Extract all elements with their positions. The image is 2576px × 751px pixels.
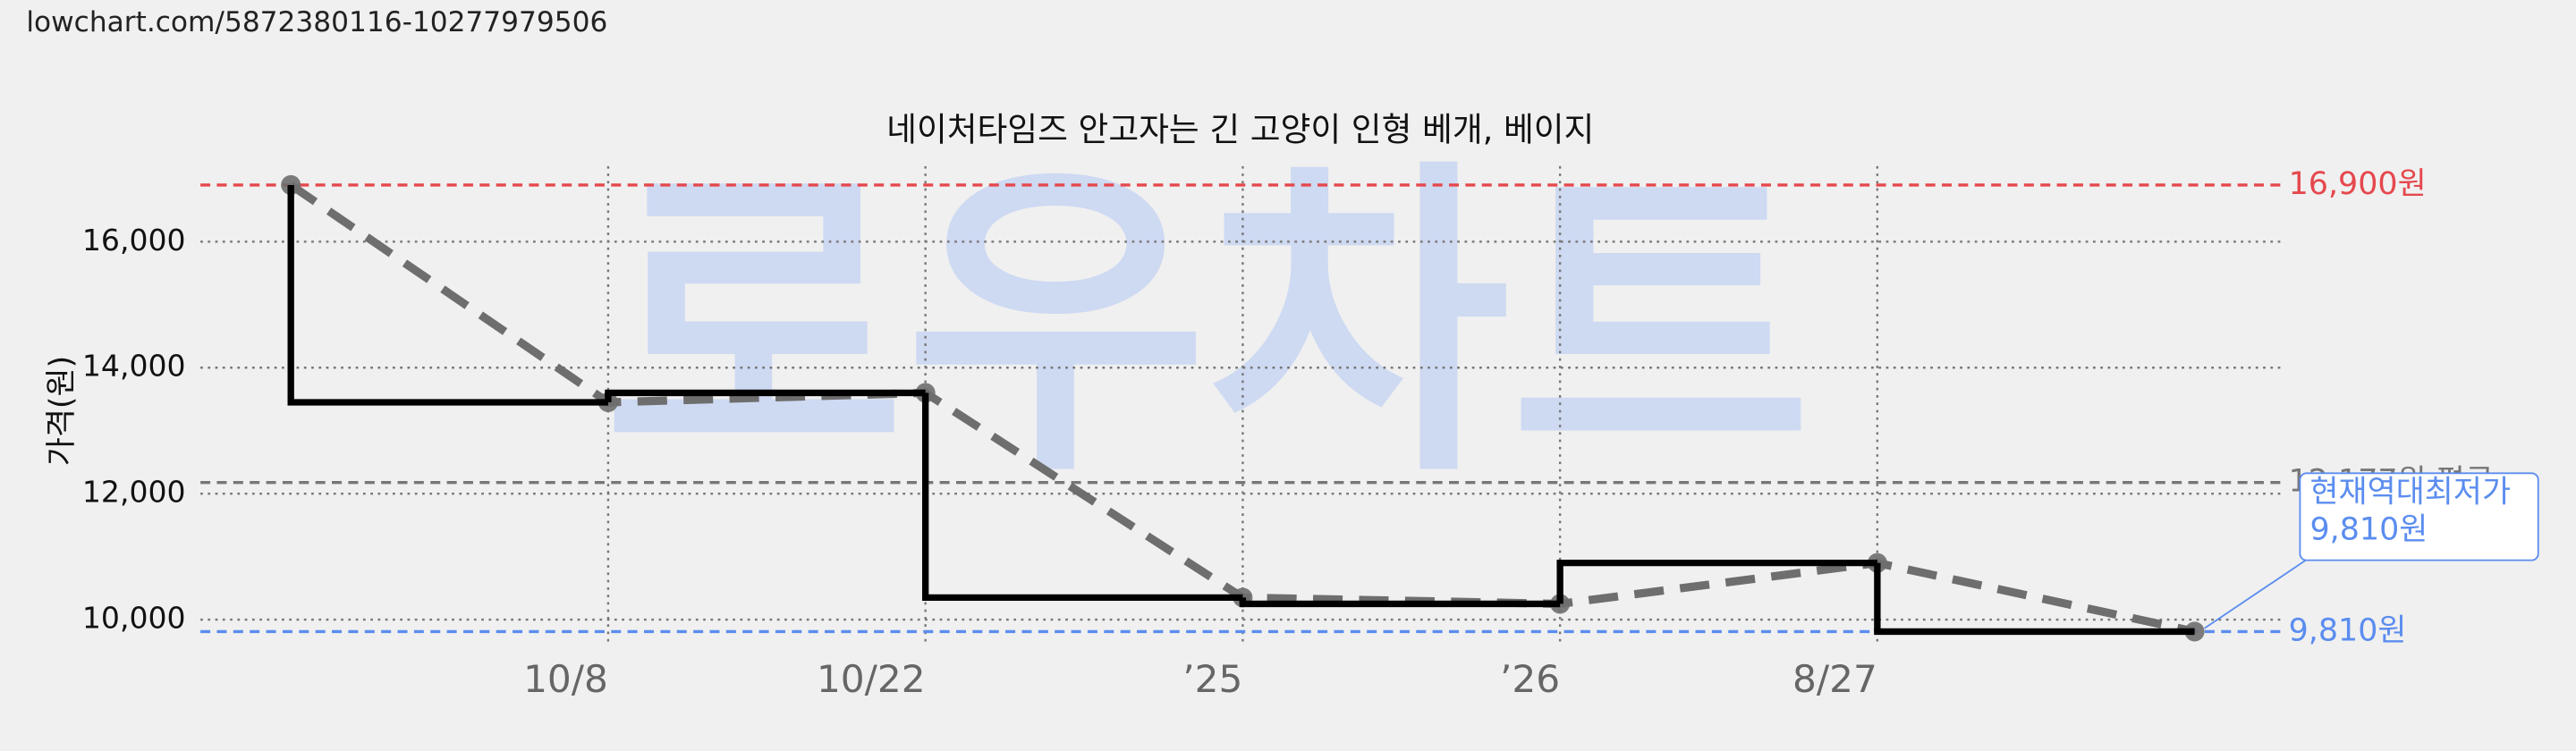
x-tick-label: 10/8: [523, 657, 608, 701]
x-tick-label: 10/22: [817, 657, 926, 701]
y-tick-label: 10,000: [82, 601, 186, 636]
x-tick-label: ’25: [1182, 657, 1242, 701]
y-tick-label: 14,000: [82, 349, 186, 384]
annotation-text: 현재역대최저가: [2309, 474, 2511, 510]
url: lowchart.com/5872380116-10277979506: [26, 6, 607, 38]
y-tick-label: 12,000: [82, 475, 186, 510]
annotation-text: 9,810원: [2309, 512, 2428, 548]
y-tick-label: 16,000: [82, 223, 186, 257]
reference-label: 9,810원: [2289, 612, 2407, 648]
reference-label: 16,900원: [2289, 166, 2427, 202]
annotation-box: [2299, 472, 2539, 561]
annotation-arrow: [2204, 558, 2309, 629]
y-axis-label: 가격(원): [44, 356, 80, 466]
x-tick-label: ’26: [1500, 657, 1560, 701]
x-tick-label: 8/27: [1792, 657, 1877, 701]
watermark-layer: 로우차트: [603, 133, 1812, 516]
watermark: 로우차트: [603, 133, 1812, 516]
chart-title: 네이처타임즈 안고자는 긴 고양이 인형 베개, 베이지: [886, 111, 1594, 149]
